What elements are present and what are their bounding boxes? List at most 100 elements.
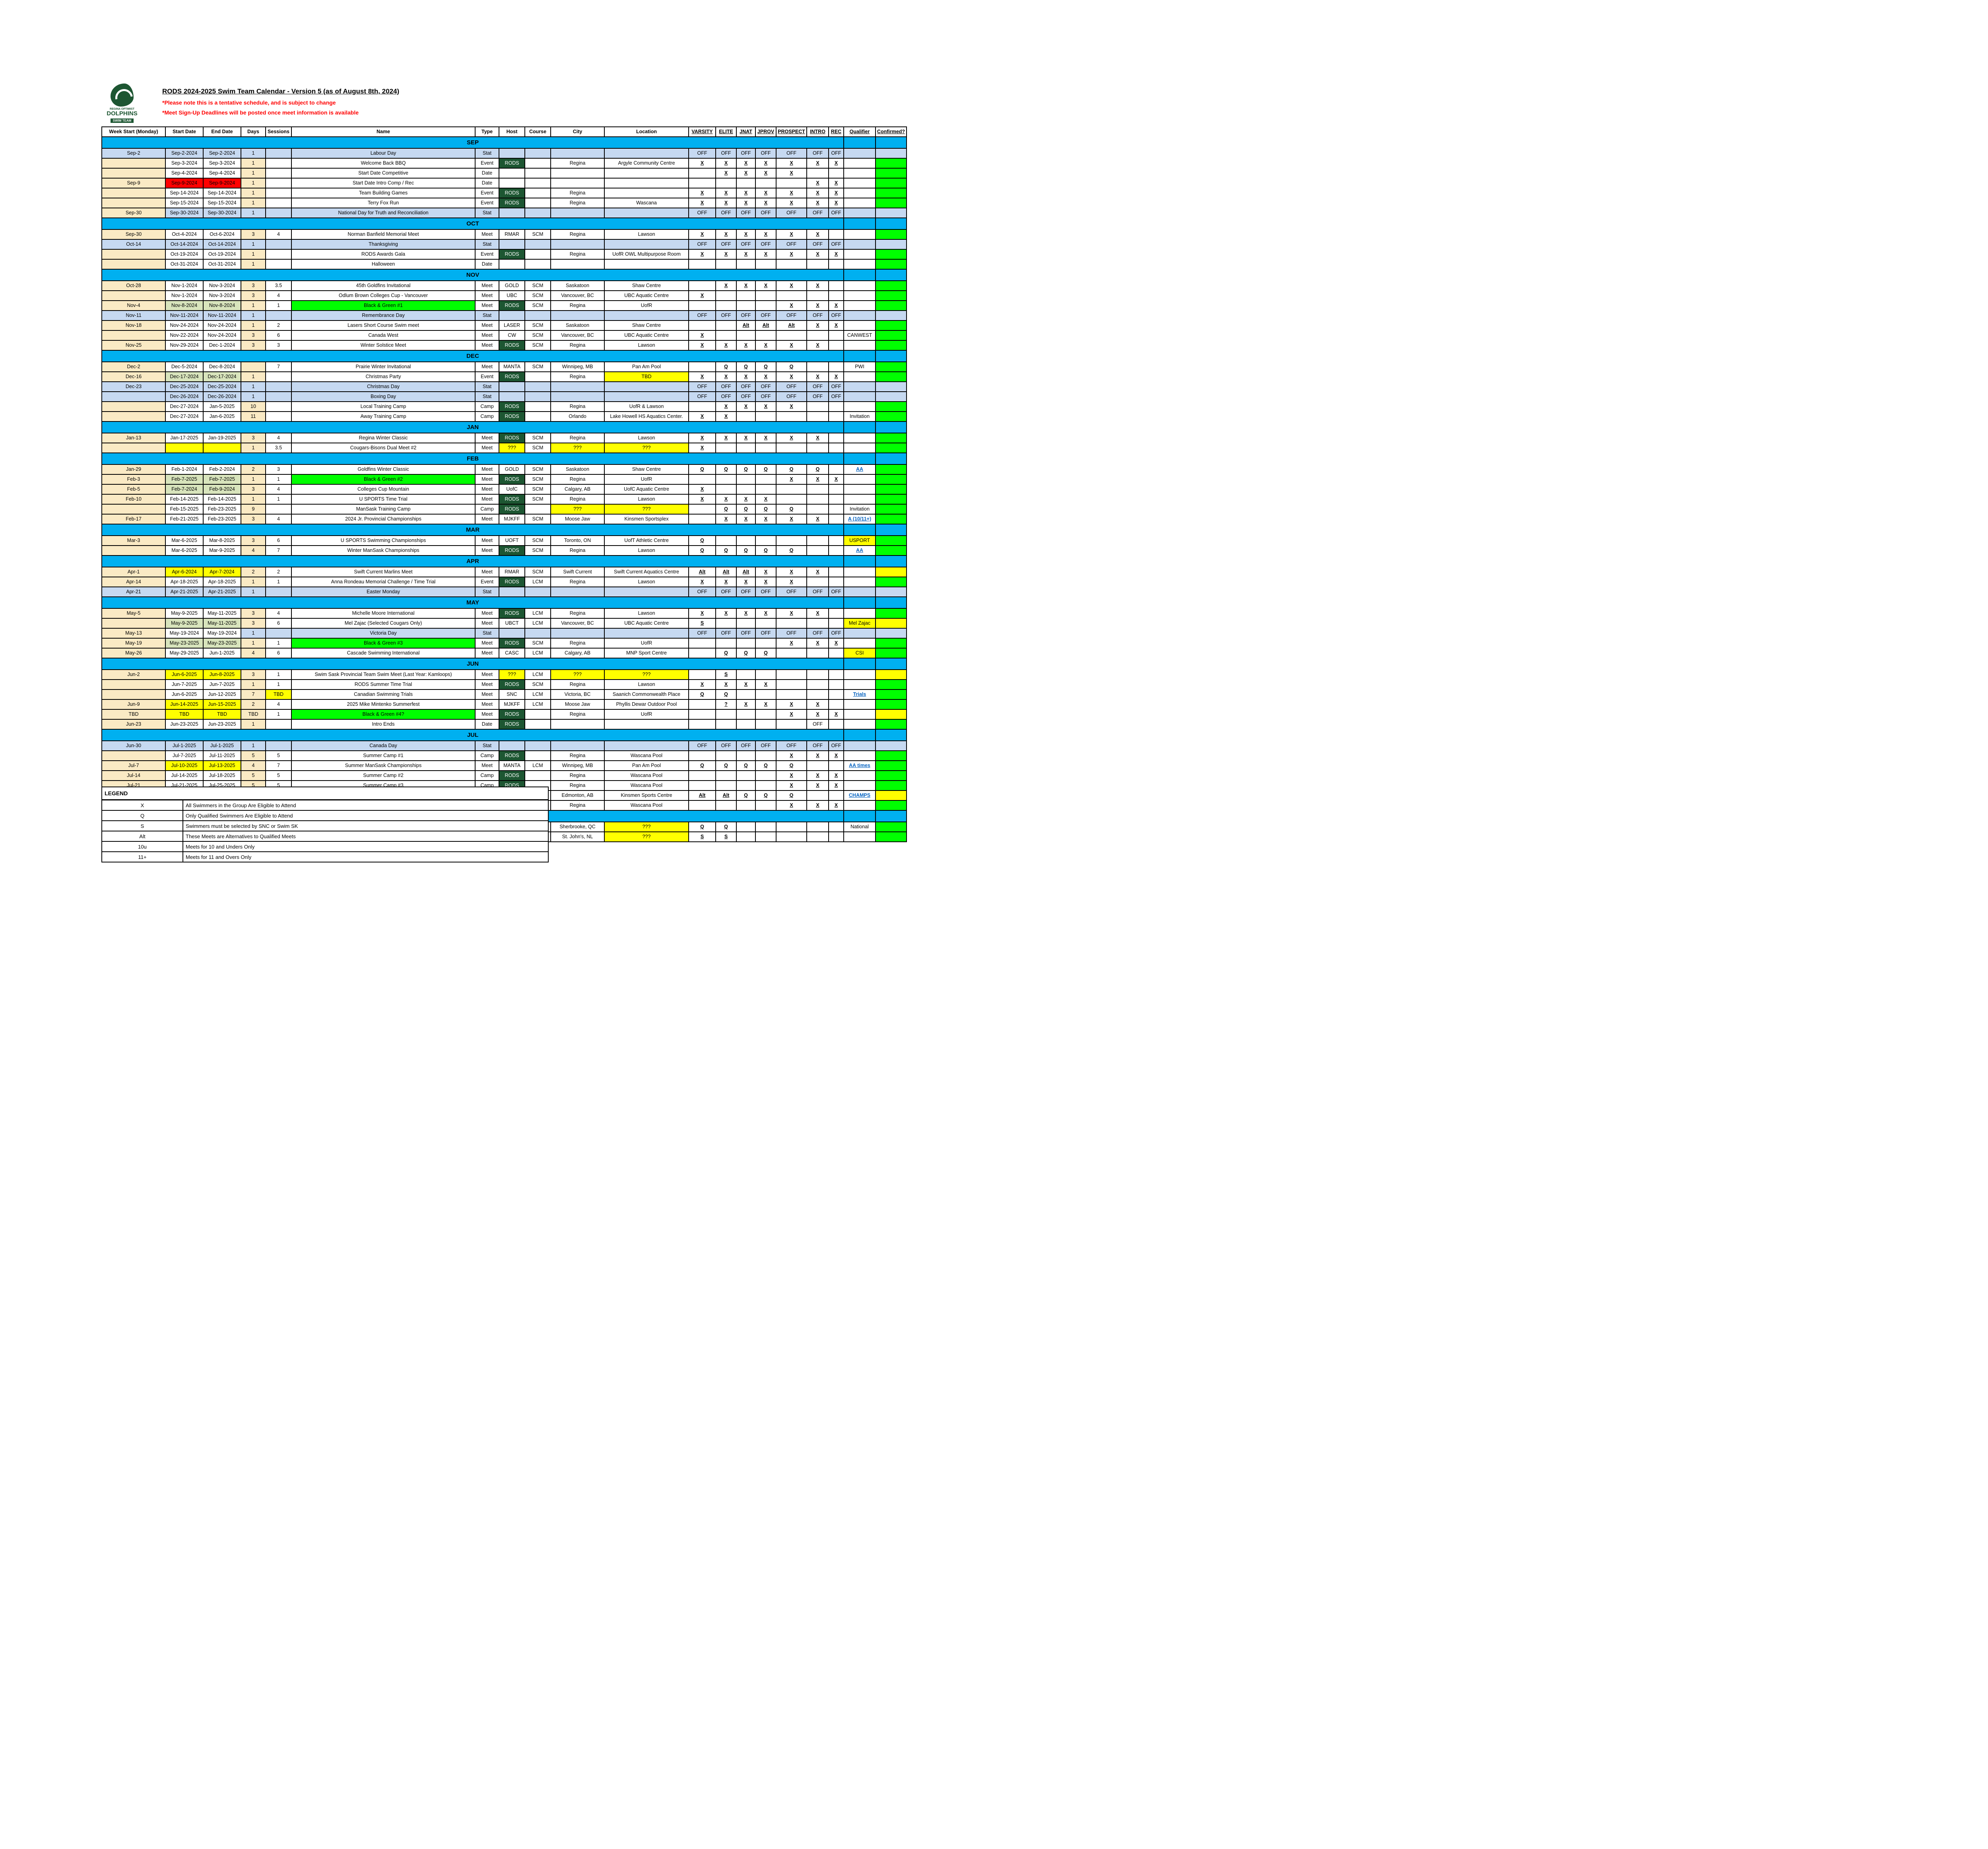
cell-mark-rec: OFF [828,740,844,751]
cell-event-name: Summer Camp #1 [291,750,476,761]
cell-host: RODS [499,188,525,198]
cell-end-date: Jun-15-2025 [203,699,241,710]
month-section-row: MAR [101,524,907,536]
legend-desc: Meets for 11 and Overs Only [182,851,549,862]
cell-type: Stat [475,587,499,597]
cell-type: Meet [475,699,499,710]
cell-mark-prospect: X [776,168,807,179]
col-header-jnat: JNAT [736,126,756,137]
cell-mark-jprov: OFF [755,391,777,402]
cell-city: Regina [550,800,605,811]
month-bar-qualifier-cell [843,453,876,465]
cell-confirmed [875,411,907,422]
cell-week-start: Mar-3 [101,535,166,546]
cell-mark-varsity: X [688,433,716,443]
cell-mark-rec [828,618,844,629]
cell-event-name: Odlum Brown Colleges Cup - Vancouver [291,290,476,301]
cell-end-date: Oct-14-2024 [203,239,241,250]
cell-week-start: May-19 [101,638,166,649]
cell-host: RODS [499,638,525,649]
cell-mark-intro [806,831,829,842]
cell-mark-rec: OFF [828,310,844,321]
col-header-course: Course [524,126,551,137]
cell-location: Lawson [604,545,689,556]
cell-week-start: Jun-2 [101,669,166,680]
cell-mark-intro: X [806,198,829,208]
cell-event-name: Colleges Cup Mountain [291,484,476,495]
month-header-apr: APR [101,555,844,567]
cell-start-date [165,443,204,453]
cell-end-date: May-19-2024 [203,628,241,639]
cell-event-name: Anna Rondeau Memorial Challenge / Time T… [291,577,476,587]
cell-qualifier [843,474,876,485]
cell-type: Date [475,719,499,730]
cell-event-name: Intro Ends [291,719,476,730]
cell-course: SCM [524,464,551,475]
cell-mark-jprov: OFF [755,587,777,597]
cell-mark-elite: X [715,188,737,198]
cell-week-start: Oct-14 [101,239,166,250]
cell-course: SCM [524,535,551,546]
cell-course [524,628,551,639]
cell-event-name: Easter Monday [291,587,476,597]
cell-mark-prospect [776,669,807,680]
cell-course: LCM [524,618,551,629]
cell-mark-varsity [688,719,716,730]
cell-mark-intro: OFF [806,587,829,597]
cell-location: ??? [604,831,689,842]
cell-mark-rec: X [828,750,844,761]
cell-start-date: Jun-6-2025 [165,689,204,700]
cell-city: Regina [550,608,605,619]
event-row: Mar-3 Mar-6-2025 Mar-8-2025 3 6 U SPORTS Swim… [101,535,907,546]
cell-qualifier [843,320,876,331]
cell-location: Wascana Pool [604,750,689,761]
event-row: Feb-15-2025 Feb-23-2025 9 ManSask Training … [101,504,907,515]
cell-qualifier-link[interactable]: Trials [843,689,876,700]
cell-sessions [265,587,292,597]
month-bar-qualifier-cell [843,658,876,670]
cell-mark-elite: OFF [715,239,737,250]
cell-mark-prospect: OFF [776,208,807,218]
cell-end-date: Mar-8-2025 [203,535,241,546]
legend-desc: Only Qualified Swimmers Are Eligible to … [182,810,549,821]
cell-week-start [101,259,166,270]
cell-type: Stat [475,391,499,402]
cell-course [524,208,551,218]
col-header-city: City [550,126,605,137]
cell-end-date: Apr-18-2025 [203,577,241,587]
cell-mark-jnat: X [736,168,756,179]
cell-start-date: May-9-2025 [165,618,204,629]
cell-qualifier-link[interactable]: CHAMPS [843,790,876,801]
cell-city [550,310,605,321]
cell-mark-jnat [736,443,756,453]
cell-host: RODS [499,340,525,351]
cell-city [550,587,605,597]
cell-mark-rec [828,699,844,710]
cell-qualifier-link[interactable]: A (10/11+) [843,514,876,524]
cell-course [524,259,551,270]
cell-end-date: Jun-23-2025 [203,719,241,730]
cell-qualifier [843,740,876,751]
cell-mark-prospect: X [776,709,807,720]
cell-city: Saskatoon [550,280,605,291]
cell-qualifier-link[interactable]: AA [843,464,876,475]
cell-confirmed [875,249,907,260]
event-row: Sep-15-2024 Sep-15-2024 1 Terry Fox Run Even… [101,198,907,208]
month-bar-qualifier-cell [843,596,876,609]
cell-sessions [265,401,292,412]
cell-type: Meet [475,689,499,700]
cell-host: RMAR [499,567,525,577]
cell-type: Meet [475,474,499,485]
cell-days: 1 [241,249,266,260]
col-header-sessions: Sessions [265,126,292,137]
cell-mark-intro [806,577,829,587]
cell-course [524,188,551,198]
cell-start-date: Jul-14-2025 [165,770,204,781]
cell-qualifier-link[interactable]: AA times [843,760,876,771]
cell-type: Event [475,371,499,382]
cell-qualifier [843,628,876,639]
cell-end-date: Feb-23-2025 [203,504,241,515]
cell-start-date: Jun-7-2025 [165,679,204,690]
cell-host: UOFT [499,535,525,546]
cell-qualifier-link[interactable]: AA [843,545,876,556]
